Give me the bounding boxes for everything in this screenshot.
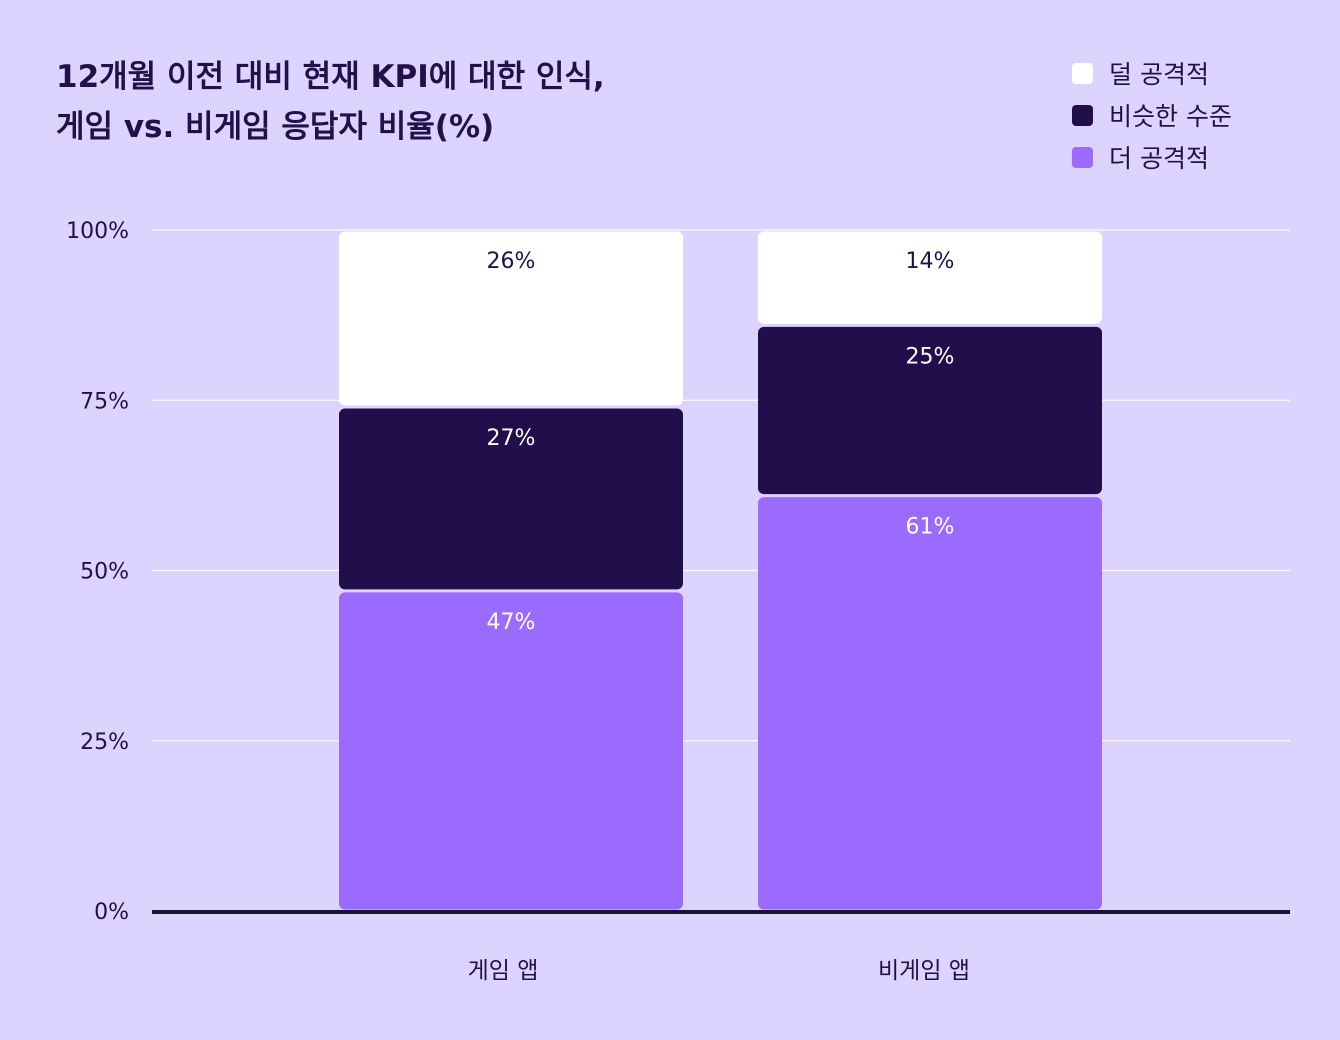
bar-value-label: 26% [487, 249, 536, 274]
y-tick-label: 0% [94, 900, 129, 925]
bar-segment [758, 497, 1102, 910]
x-category-label: 비게임 앱 [878, 958, 970, 984]
bar-segment [339, 592, 683, 910]
bar-value-label: 27% [487, 426, 536, 451]
chart-title-line-1: 12개월 이전 대비 현재 KPI에 대한 인식, [56, 59, 605, 95]
legend-swatch-similar [1072, 104, 1093, 126]
chart-title-line-2: 게임 vs. 비게임 응답자 비율(%) [56, 109, 495, 145]
bar-value-label: 25% [906, 344, 955, 369]
y-tick-label: 75% [80, 389, 129, 414]
legend-item-less-aggressive: 덜 공격적 [1072, 52, 1232, 94]
bar-value-label: 47% [487, 610, 536, 635]
legend-swatch-less-aggressive [1072, 62, 1093, 84]
chart-title: 12개월 이전 대비 현재 KPI에 대한 인식, 게임 vs. 비게임 응답자… [56, 52, 605, 152]
bar-segment [758, 326, 1102, 495]
bar-segment [758, 231, 1102, 324]
bar-value-label: 14% [906, 249, 955, 274]
y-tick-label: 25% [80, 730, 129, 755]
legend-swatch-more-aggressive [1072, 146, 1093, 168]
bar-segment [339, 408, 683, 590]
y-tick-label: 100% [66, 219, 129, 244]
legend-label: 비슷한 수준 [1109, 102, 1232, 131]
legend-label: 덜 공격적 [1109, 60, 1209, 89]
legend-item-more-aggressive: 더 공격적 [1072, 136, 1232, 178]
bar-value-label: 61% [906, 515, 955, 540]
legend: 덜 공격적 비슷한 수준 더 공격적 [1072, 52, 1232, 178]
bar-segment [339, 231, 683, 406]
legend-label: 더 공격적 [1109, 144, 1209, 173]
x-category-label: 게임 앱 [468, 958, 539, 984]
legend-item-similar: 비슷한 수준 [1072, 94, 1232, 136]
y-tick-label: 50% [80, 560, 129, 585]
